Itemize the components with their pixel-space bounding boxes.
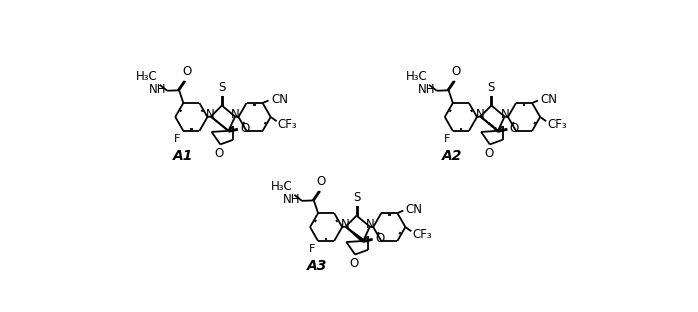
Text: N: N [341,218,350,232]
Text: O: O [215,147,224,160]
Text: CF₃: CF₃ [277,118,297,131]
Text: O: O [317,175,326,188]
Text: CF₃: CF₃ [547,118,567,131]
Text: CN: CN [271,93,288,106]
Text: O: O [350,257,359,271]
Text: N: N [366,218,375,232]
Text: NH: NH [418,83,436,96]
Text: NH: NH [283,193,301,207]
Text: O: O [375,232,385,245]
Text: O: O [452,65,461,78]
Text: H₃C: H₃C [271,180,292,193]
Text: A2: A2 [442,149,463,163]
Text: S: S [353,191,360,204]
Text: NH: NH [149,83,166,96]
Text: H₃C: H₃C [406,70,427,83]
Text: S: S [488,81,495,94]
Text: N: N [206,108,215,121]
Text: O: O [510,122,519,135]
Text: A1: A1 [172,149,193,163]
Text: F: F [443,134,450,144]
Text: O: O [182,65,191,78]
Text: F: F [174,134,180,144]
Text: O: O [484,147,493,160]
Text: N: N [475,108,484,121]
Text: O: O [240,122,250,135]
Text: A3: A3 [307,259,327,273]
Text: F: F [309,244,315,254]
Text: N: N [231,108,240,121]
Text: N: N [500,108,510,121]
Text: H₃C: H₃C [136,70,158,83]
Text: S: S [218,81,225,94]
Text: CN: CN [540,93,558,106]
Text: CN: CN [406,203,423,216]
Polygon shape [346,227,364,242]
Text: CF₃: CF₃ [413,228,432,241]
